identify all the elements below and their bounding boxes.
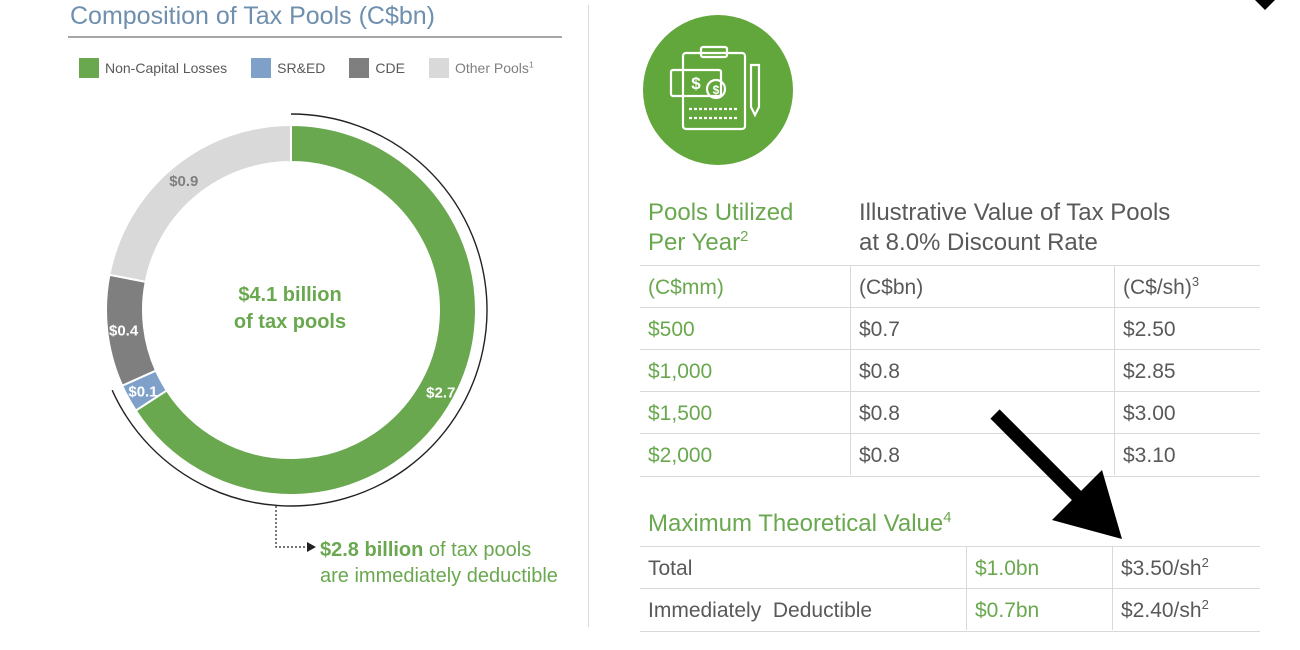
unit-pools: (C$mm) (648, 276, 724, 299)
table-column-divider (1114, 265, 1115, 475)
max-row-label: Total (648, 557, 693, 580)
col-header-value: Illustrative Value of Tax Pools at 8.0% … (859, 199, 1171, 256)
table-row: $1,500 $0.8 $3.00 (640, 391, 1260, 434)
cell-value-sh: $2.85 (1123, 360, 1176, 383)
legend-item-other-pools: Other Pools1 (428, 58, 534, 78)
max-table-column-divider (966, 546, 967, 630)
chart-title: Composition of Tax Pools (C$bn) (70, 2, 435, 30)
donut-data-label: $2.7 (426, 384, 455, 401)
cell-value-bn: $0.7 (859, 318, 900, 341)
legend-swatch-cde (349, 58, 370, 78)
donut-slice-non-capital-losses (134, 123, 477, 496)
donut-data-label: $0.1 (128, 383, 157, 400)
deductible-bracket-arc (111, 113, 488, 507)
legend-label: Other Pools1 (454, 59, 534, 76)
cell-value-sh: $3.00 (1123, 402, 1176, 425)
title-underline (68, 36, 562, 38)
cell-pools: $500 (648, 318, 695, 341)
clipboard-money-icon-graphic: $ $ (669, 45, 761, 131)
donut-center-line1: $4.1 billion (238, 284, 341, 306)
cell-value-bn: $0.8 (859, 444, 900, 467)
cell-value-sh: $3.10 (1123, 444, 1176, 467)
legend-item-sred: SR&ED (251, 58, 325, 78)
col-header-pools: Pools Utilized Per Year2 (648, 199, 794, 256)
callout-connector (275, 506, 308, 548)
svg-text:$: $ (713, 83, 720, 97)
table-row: $2,000 $0.8 $3.10 (640, 433, 1260, 477)
cell-pools: $1,000 (648, 360, 713, 383)
table-row: $500 $0.7 $2.50 (640, 307, 1260, 350)
max-row-bn: $0.7bn (975, 599, 1040, 622)
unit-value-sh: (C$/sh)3 (1123, 274, 1200, 299)
svg-text:$: $ (691, 74, 701, 93)
panel-divider (588, 5, 589, 627)
legend-swatch-non-capital-losses (79, 58, 99, 78)
legend-item-non-capital-losses: Non-Capital Losses (79, 58, 227, 78)
chart-legend: Non-Capital Losses SR&ED CDE Other Pools… (79, 58, 558, 78)
max-value-header: Maximum Theoretical Value4 (648, 510, 952, 537)
legend-swatch-sred (251, 58, 272, 78)
cell-pools: $1,500 (648, 402, 713, 425)
donut-data-label: $0.4 (109, 322, 139, 339)
cell-value-bn: $0.8 (859, 402, 900, 425)
legend-label: Non-Capital Losses (105, 60, 228, 76)
max-row-deductible: Immediately Deductible $0.7bn $2.40/sh2 (640, 588, 1260, 632)
table-row: $1,000 $0.8 $2.85 (640, 349, 1260, 392)
donut-chart: $2.7 $0.1 $0.4 $0.9 $4.1 billion of tax poo… (105, 113, 488, 552)
max-row-bn: $1.0bn (975, 557, 1040, 580)
donut-slice-other-pools (108, 123, 292, 283)
donut-center-line2: of tax pools (234, 311, 346, 333)
legend-item-cde: CDE (349, 58, 405, 78)
max-row-total: Total $1.0bn $3.50/sh2 (640, 546, 1260, 589)
deductible-note: $2.8 billion of tax pools are immediatel… (320, 539, 558, 587)
legend-label: SR&ED (277, 60, 326, 76)
max-row-label: Immediately Deductible (648, 599, 873, 622)
legend-swatch-other-pools (428, 58, 449, 78)
cell-value-bn: $0.8 (859, 360, 900, 383)
donut-data-label: $0.9 (169, 173, 198, 190)
max-row-sh: $3.50/sh2 (1121, 555, 1209, 580)
cell-value-sh: $2.50 (1123, 318, 1176, 341)
cell-pools: $2,000 (648, 444, 713, 467)
unit-value-bn: (C$bn) (859, 276, 924, 299)
max-row-sh: $2.40/sh2 (1121, 597, 1209, 622)
max-table-column-divider (1112, 546, 1113, 630)
legend-label: CDE (375, 60, 405, 76)
units-row: (C$mm) (C$bn) (C$/sh)3 (640, 265, 1260, 308)
callout-arrowhead (307, 542, 316, 552)
table-column-divider (850, 265, 851, 475)
clipboard-money-icon: $ $ (643, 15, 793, 165)
